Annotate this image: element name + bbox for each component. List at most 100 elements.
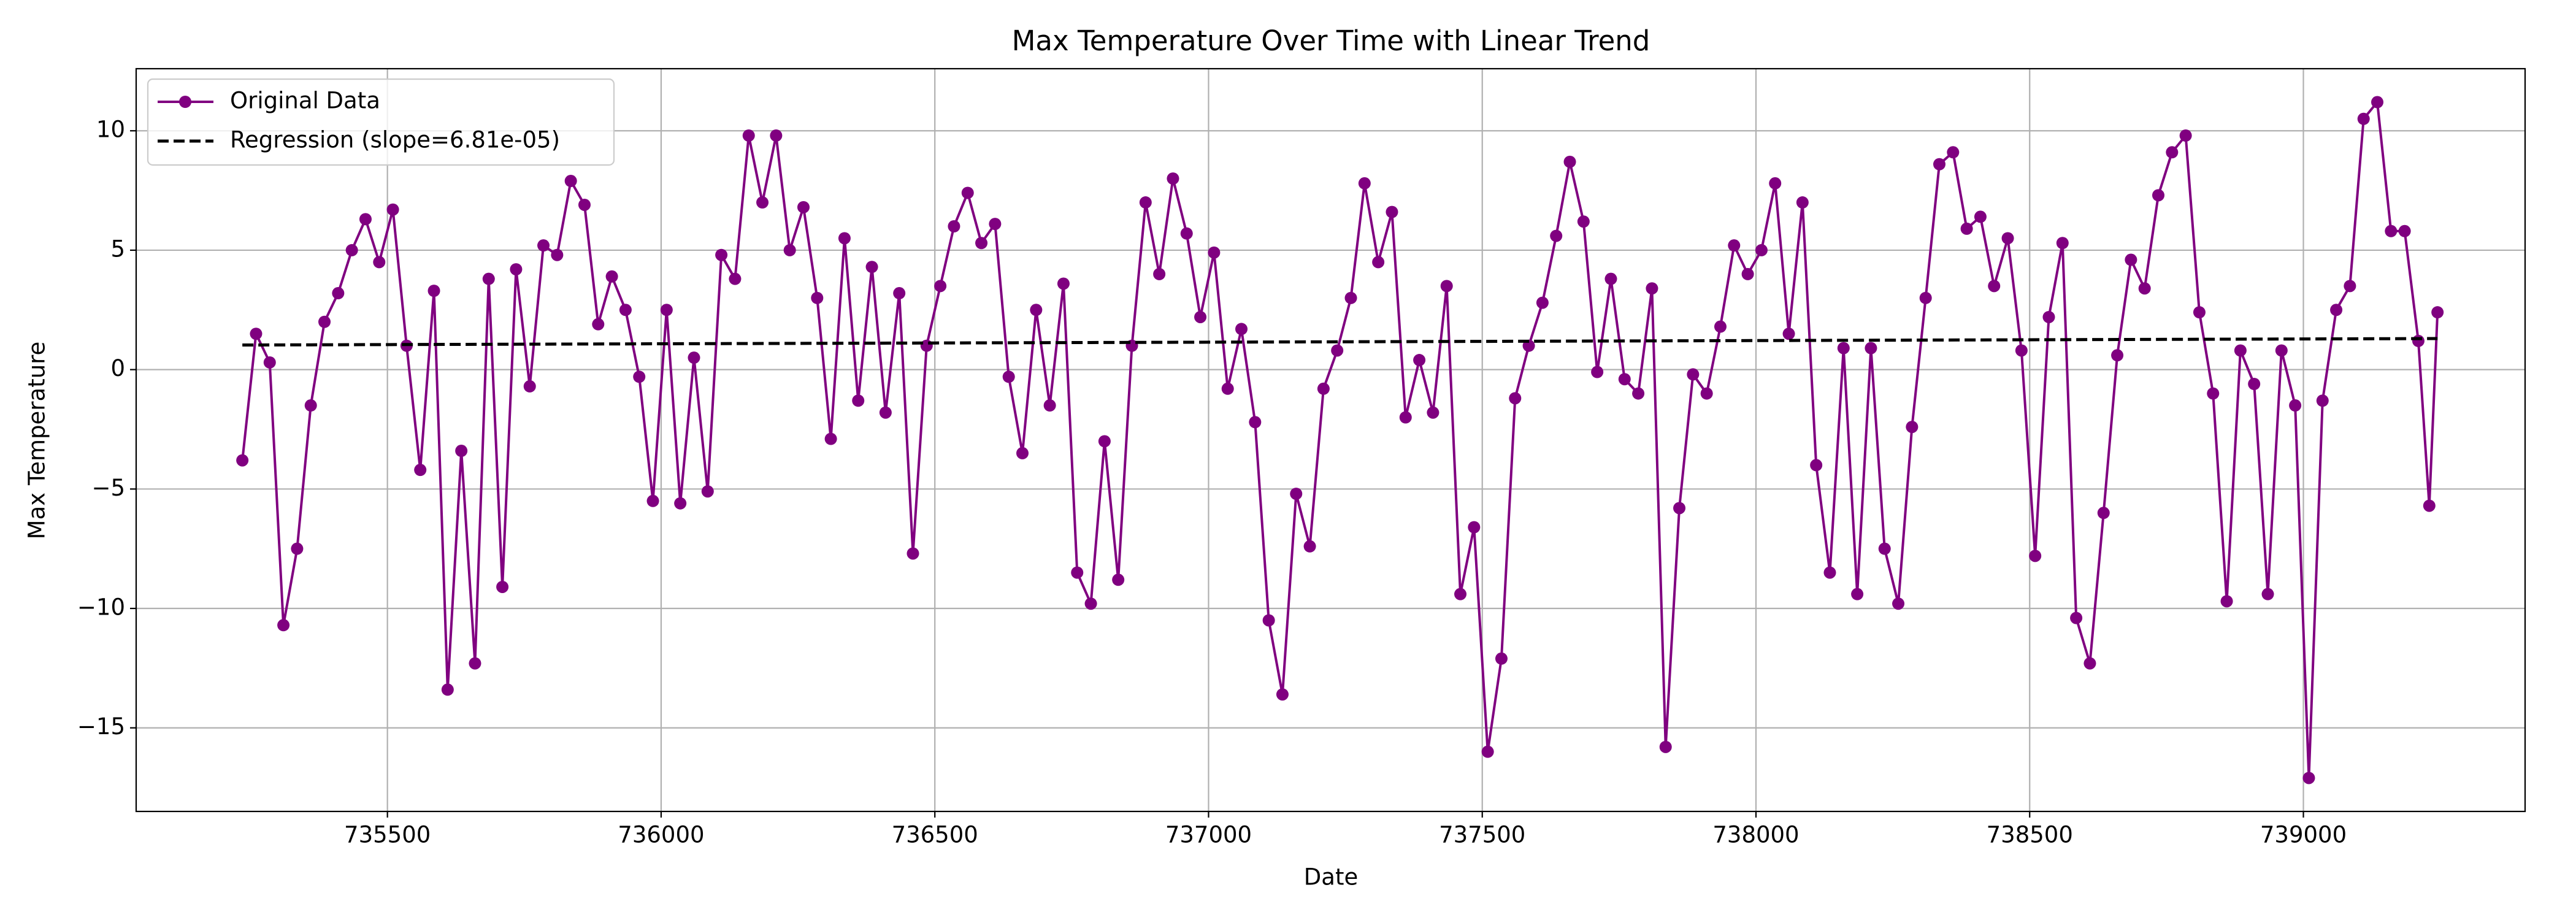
data-point	[1221, 382, 1234, 395]
data-point	[318, 315, 331, 328]
data-point	[797, 201, 810, 213]
y-tick-label: −15	[77, 713, 125, 740]
data-point	[1167, 172, 1179, 185]
data-point	[605, 270, 618, 283]
data-point	[1262, 614, 1275, 627]
data-point	[1632, 387, 1645, 400]
data-point	[455, 445, 468, 458]
data-point	[961, 186, 974, 199]
data-point	[2248, 377, 2261, 390]
data-point	[742, 129, 755, 142]
data-point	[291, 542, 304, 555]
data-point	[688, 351, 700, 364]
data-point	[1235, 323, 1248, 335]
data-point	[1509, 392, 1522, 405]
data-point	[1947, 146, 1960, 159]
data-point	[1906, 421, 1919, 434]
data-point	[2207, 387, 2220, 400]
data-point	[592, 318, 605, 331]
data-point	[1386, 205, 1398, 218]
data-point	[2001, 232, 2014, 245]
data-point	[756, 196, 769, 209]
data-point	[1153, 267, 1166, 280]
data-point	[1358, 177, 1371, 190]
data-point	[646, 494, 659, 507]
data-point	[2138, 282, 2151, 295]
data-point	[1413, 354, 1426, 367]
data-point	[1755, 243, 1768, 256]
data-point	[564, 175, 577, 188]
data-point	[2029, 550, 2042, 562]
data-point	[1084, 597, 1097, 610]
data-point	[482, 272, 495, 285]
plot-frame	[135, 67, 2526, 813]
data-point	[1112, 573, 1125, 586]
data-point	[2083, 657, 2096, 670]
data-point	[1782, 328, 1795, 340]
data-point	[1290, 488, 1303, 500]
data-point	[633, 370, 646, 383]
data-point	[1892, 597, 1905, 610]
data-point	[496, 580, 509, 593]
data-point	[1865, 342, 1877, 355]
data-point	[2398, 224, 2411, 237]
data-point	[838, 232, 851, 245]
data-point	[2330, 304, 2343, 316]
legend-box	[147, 78, 615, 166]
data-point	[2431, 306, 2444, 319]
legend-label: Original Data	[230, 88, 380, 114]
data-point	[1878, 542, 1891, 555]
data-point	[2302, 772, 2315, 784]
data-point	[510, 263, 523, 276]
data-point	[1604, 272, 1617, 285]
data-point	[1139, 196, 1152, 209]
data-point	[1769, 177, 1782, 190]
chart-title: Max Temperature Over Time with Linear Tr…	[1012, 25, 1650, 57]
data-point	[2275, 344, 2288, 357]
data-point	[2371, 96, 2384, 109]
data-point	[1317, 382, 1330, 395]
data-point	[2412, 334, 2425, 347]
data-point	[907, 547, 919, 560]
data-point	[2289, 399, 2302, 412]
data-point	[1960, 222, 1973, 235]
data-point	[1810, 459, 1823, 472]
x-tick-label: 737500	[1439, 822, 1525, 848]
data-point	[1043, 399, 1056, 412]
data-point	[1372, 256, 1385, 269]
data-point	[2179, 129, 2192, 142]
data-point	[783, 243, 796, 256]
data-point	[578, 198, 591, 211]
data-point	[1098, 435, 1111, 448]
data-point	[2220, 595, 2233, 608]
data-point	[373, 256, 386, 269]
data-point	[1618, 373, 1631, 386]
data-point	[1673, 502, 1686, 515]
data-point	[2344, 280, 2356, 293]
data-point	[1563, 155, 1576, 168]
data-point	[523, 380, 536, 393]
x-tick-label: 736000	[618, 822, 704, 848]
y-axis-label: Max Temperature	[24, 342, 50, 540]
data-point	[865, 261, 878, 274]
data-point	[660, 304, 673, 316]
data-point	[2357, 112, 2370, 125]
data-point	[332, 287, 345, 300]
data-point	[2097, 507, 2110, 519]
data-point	[1071, 566, 1084, 579]
data-point	[2316, 394, 2329, 407]
data-point	[386, 203, 399, 216]
x-tick-label: 737000	[1165, 822, 1252, 848]
data-point	[1331, 344, 1344, 357]
data-point	[2125, 253, 2137, 266]
data-point	[1591, 366, 1604, 378]
x-tick-label: 738000	[1712, 822, 1799, 848]
legend-label: Regression (slope=6.81e-05)	[230, 127, 560, 153]
x-tick-label: 738500	[1987, 822, 2073, 848]
data-point	[236, 454, 249, 467]
data-point	[1208, 246, 1221, 259]
data-point	[1399, 411, 1412, 424]
data-point	[2111, 349, 2124, 362]
